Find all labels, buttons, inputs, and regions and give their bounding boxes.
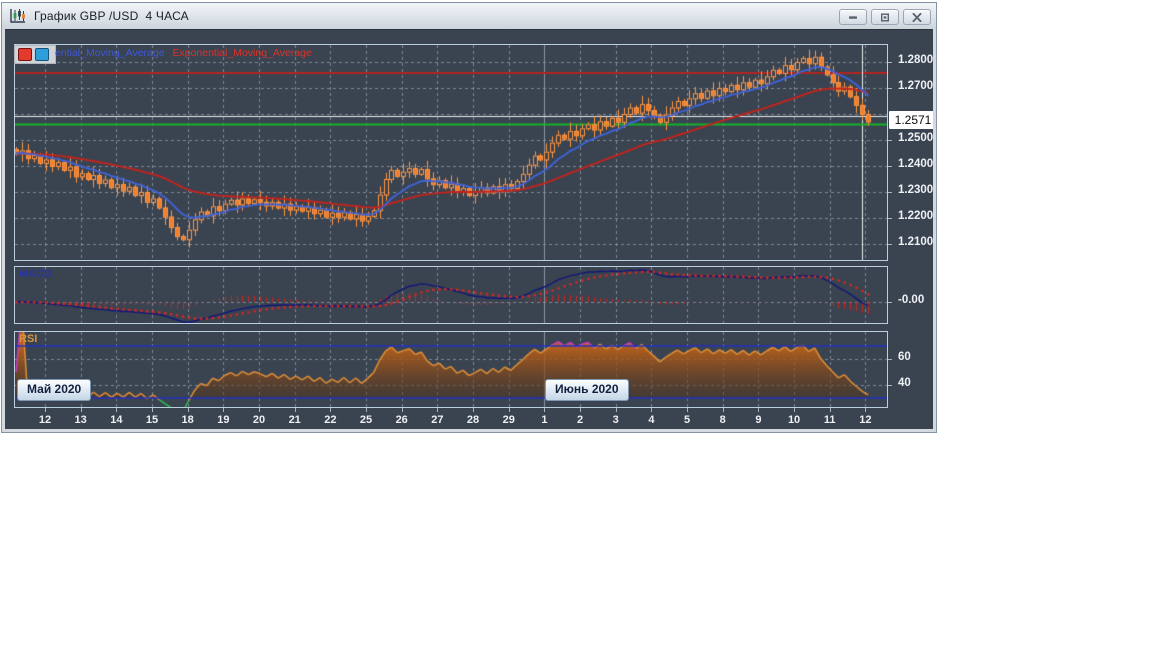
x-axis-label: 26 xyxy=(395,414,408,426)
rsi-canvas[interactable] xyxy=(15,332,887,407)
x-axis-tick xyxy=(687,408,689,412)
y-axis-tick xyxy=(888,302,892,303)
x-axis-label: 25 xyxy=(359,414,373,426)
ma-legend: ential_Moving_Average Exponential_Moving… xyxy=(55,47,317,59)
x-axis-tick xyxy=(401,408,403,412)
x-axis-tick xyxy=(116,408,118,412)
macd-panel: MACD xyxy=(14,266,888,324)
x-axis-tick xyxy=(865,408,867,412)
x-axis-tick xyxy=(722,408,724,412)
rsi-label: RSI xyxy=(19,333,38,345)
ema-red-swatch-icon xyxy=(18,48,32,61)
title-bar[interactable]: График GBP /USD 4 ЧАСА xyxy=(2,3,936,29)
x-axis-label: 21 xyxy=(288,414,301,426)
x-axis-tick xyxy=(651,408,653,412)
month-label-may: Май 2020 xyxy=(17,379,92,401)
x-axis-label: 15 xyxy=(145,414,159,426)
x-axis-label: 18 xyxy=(181,414,194,426)
ema-fast-label: ential_Moving_Average xyxy=(55,47,165,59)
y-axis-tick xyxy=(888,244,892,245)
ma-legend-swatches xyxy=(14,45,56,64)
y-axis-label: 1.2300 xyxy=(898,184,933,196)
x-axis-label: 9 xyxy=(755,414,762,426)
x-axis-label: 1 xyxy=(541,414,548,426)
y-axis-label: 1.2100 xyxy=(898,236,933,248)
y-axis: 1.2571 -0.00 60 40 1.2800 1.2700 1.2500 1.2… xyxy=(888,30,933,429)
x-axis-tick xyxy=(45,408,46,412)
x-axis-tick xyxy=(330,408,332,412)
x-axis-tick xyxy=(829,408,831,412)
y-axis-label: 1.2800 xyxy=(898,54,933,66)
y-axis-tick xyxy=(888,192,892,193)
minimize-button[interactable] xyxy=(839,9,867,25)
x-axis-label: 29 xyxy=(502,414,515,426)
x-axis-tick xyxy=(473,408,475,412)
macd-canvas[interactable] xyxy=(15,267,887,323)
x-axis-tick xyxy=(294,408,296,412)
x-axis-tick xyxy=(544,408,546,412)
x-axis-label: 12 xyxy=(38,414,52,426)
price-chart-canvas[interactable] xyxy=(15,45,887,260)
x-axis-label: 14 xyxy=(110,414,123,426)
chart-window: График GBP /USD 4 ЧАСА xyxy=(1,2,937,433)
y-axis-tick xyxy=(888,88,892,89)
close-icon xyxy=(912,12,922,22)
x-axis-tick xyxy=(508,408,510,412)
y-axis-tick xyxy=(888,359,892,360)
current-price-tag: 1.2571 xyxy=(889,111,933,129)
x-axis-label: 4 xyxy=(648,414,655,426)
x-axis-label: 8 xyxy=(719,414,726,426)
ema-slow-label: Exponential_Moving_Average xyxy=(172,47,312,59)
y-axis-label: 1.2200 xyxy=(898,210,933,222)
x-axis-tick xyxy=(437,408,439,412)
x-axis: 12 13 14 15 18 19 20 21 22 25 26 27 28 29 1 2 3 4 5 8 9 10 11 1… xyxy=(14,408,888,429)
month-label-june: Июнь 2020 xyxy=(545,379,629,401)
minimize-icon xyxy=(849,15,857,19)
x-axis-label: 5 xyxy=(683,414,691,426)
y-axis-label: 1.2500 xyxy=(898,132,933,144)
x-axis-tick xyxy=(152,408,153,412)
y-axis-label: 1.2700 xyxy=(898,80,933,92)
x-axis-label: 3 xyxy=(612,414,619,426)
close-button[interactable] xyxy=(903,9,931,25)
y-axis-tick xyxy=(888,166,892,167)
x-axis-label: 10 xyxy=(787,414,801,426)
x-axis-tick xyxy=(80,408,82,412)
maximize-button[interactable] xyxy=(871,9,899,25)
y-axis-label: 1.2400 xyxy=(898,158,933,170)
price-panel: ential_Moving_Average Exponential_Moving… xyxy=(14,44,888,261)
y-axis-tick xyxy=(888,218,892,219)
x-axis-tick xyxy=(187,408,189,412)
x-axis-label: 22 xyxy=(324,414,337,426)
x-axis-tick xyxy=(758,408,760,412)
x-axis-label: 20 xyxy=(252,414,266,426)
y-axis-tick xyxy=(888,385,892,386)
window-controls xyxy=(839,9,931,25)
y-axis-tick xyxy=(888,62,892,63)
macd-axis-value: -0.00 xyxy=(898,294,925,306)
ema-blue-swatch-icon xyxy=(35,48,49,61)
x-axis-tick xyxy=(794,408,796,412)
x-axis-label: 27 xyxy=(431,414,444,426)
x-axis-tick xyxy=(615,408,617,412)
x-axis-tick xyxy=(366,408,368,412)
x-axis-tick xyxy=(259,408,261,412)
y-axis-tick xyxy=(888,140,892,141)
window-title: График GBP /USD 4 ЧАСА xyxy=(34,9,189,23)
chart-client-area: ential_Moving_Average Exponential_Moving… xyxy=(5,29,933,429)
x-axis-label: 19 xyxy=(217,414,230,426)
rsi-axis-60: 60 xyxy=(898,351,911,363)
candlestick-chart-icon xyxy=(9,8,27,24)
x-axis-label: 13 xyxy=(74,414,87,426)
x-axis-label: 2 xyxy=(576,414,584,426)
x-axis-tick xyxy=(580,408,582,412)
x-axis-label: 11 xyxy=(823,414,836,426)
x-axis-tick xyxy=(223,408,225,412)
x-axis-label: 12 xyxy=(859,414,872,426)
rsi-panel: RSI Май 2020 Июнь 2020 xyxy=(14,331,888,408)
x-axis-label: 28 xyxy=(466,414,480,426)
macd-label: MACD xyxy=(19,268,52,280)
maximize-icon xyxy=(881,13,889,21)
rsi-axis-40: 40 xyxy=(898,377,911,389)
